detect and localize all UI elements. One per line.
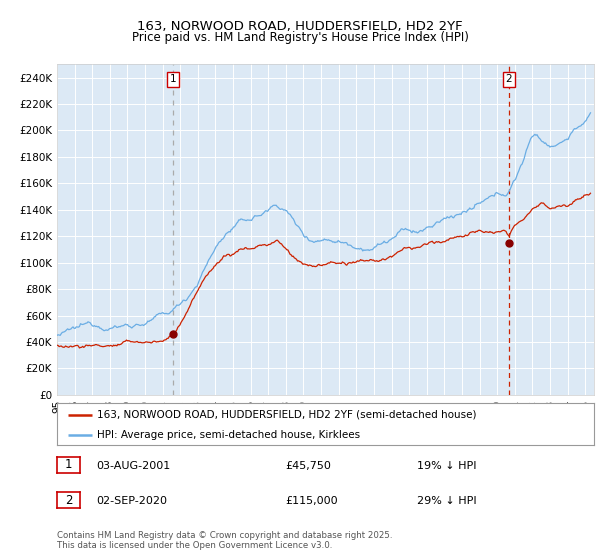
Text: 03-AUG-2001: 03-AUG-2001 — [96, 461, 170, 471]
Text: 163, NORWOOD ROAD, HUDDERSFIELD, HD2 2YF (semi-detached house): 163, NORWOOD ROAD, HUDDERSFIELD, HD2 2YF… — [97, 410, 477, 420]
Text: Contains HM Land Registry data © Crown copyright and database right 2025.
This d: Contains HM Land Registry data © Crown c… — [57, 530, 392, 550]
Text: 02-SEP-2020: 02-SEP-2020 — [96, 496, 167, 506]
Text: 1: 1 — [65, 458, 72, 472]
Text: 163, NORWOOD ROAD, HUDDERSFIELD, HD2 2YF: 163, NORWOOD ROAD, HUDDERSFIELD, HD2 2YF — [137, 20, 463, 32]
Text: 2: 2 — [506, 74, 512, 85]
Text: 2: 2 — [65, 493, 72, 507]
Text: £45,750: £45,750 — [285, 461, 331, 471]
Text: 1: 1 — [170, 74, 176, 85]
Text: 19% ↓ HPI: 19% ↓ HPI — [417, 461, 476, 471]
Text: 29% ↓ HPI: 29% ↓ HPI — [417, 496, 476, 506]
Text: £115,000: £115,000 — [285, 496, 338, 506]
Text: HPI: Average price, semi-detached house, Kirklees: HPI: Average price, semi-detached house,… — [97, 430, 361, 440]
Text: Price paid vs. HM Land Registry's House Price Index (HPI): Price paid vs. HM Land Registry's House … — [131, 31, 469, 44]
